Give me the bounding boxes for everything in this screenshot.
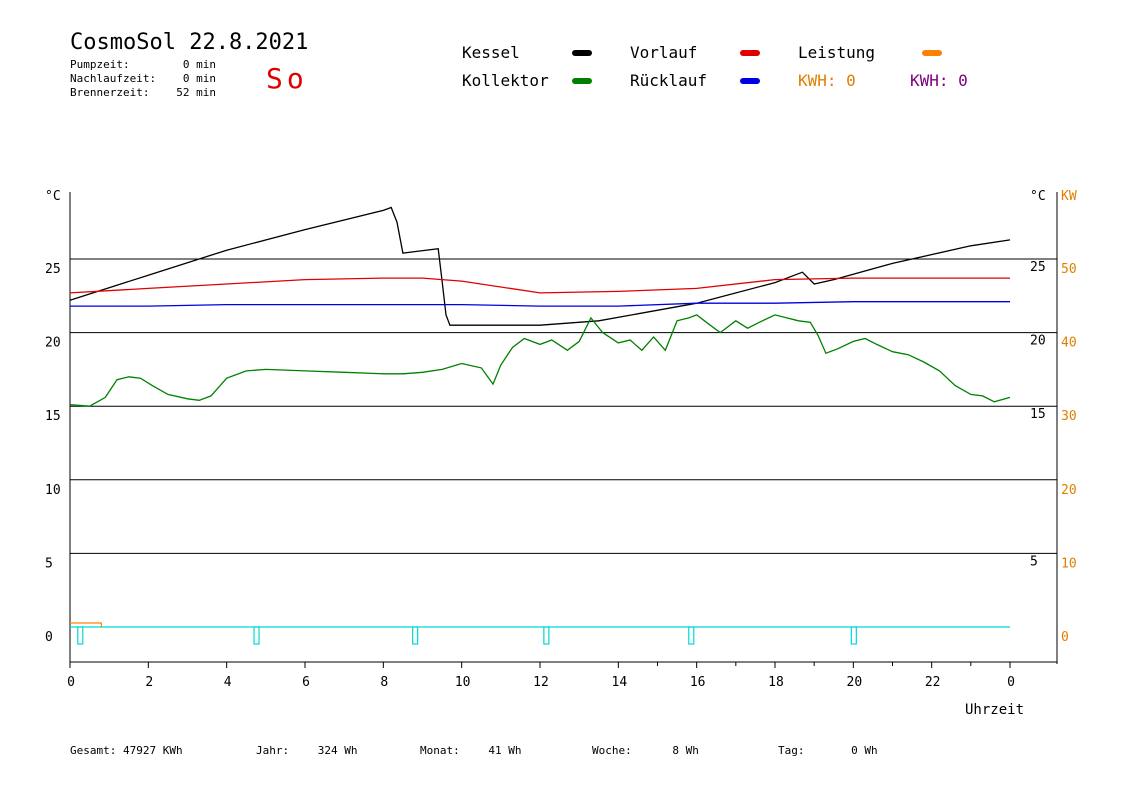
x-tick-label: 22 [925,675,941,690]
y-tick-label-kw: 50 [1061,262,1077,277]
page-title: CosmoSol 22.8.2021 [70,30,309,55]
series-line-kollektor [69,314,1011,407]
y-tick-label-left: 10 [45,483,61,498]
x-tick-label: 18 [768,675,784,690]
footer-jahr: Jahr: 324 Wh [256,744,358,757]
y-tick-label-left: 5 [45,556,53,571]
weekday-label: So [266,62,308,95]
footer-value: 8 Wh [672,744,699,757]
stat-label: Nachlaufzeit: [70,72,157,85]
footer-label: Gesamt: [70,744,117,757]
legend-vorlauf-label: Vorlauf [630,43,698,62]
x-tick-label: 4 [224,675,232,690]
legend-ruecklauf-label: Rücklauf [630,71,708,90]
x-tick-label: 0 [1007,675,1015,690]
kwh-orange-label: KWH: [798,71,837,90]
legend-kollektor-swatch [572,78,592,84]
kwh-purple: KWH: 0 [910,71,968,90]
x-tick-label: 8 [380,675,388,690]
footer-label: Woche: [592,744,632,757]
x-axis-label: Uhrzeit [965,702,1024,718]
footer-value: 324 Wh [317,744,358,757]
footer-value: 41 Wh [488,744,522,757]
series-line-rcklauf [70,301,1010,307]
legend-kollektor-label: Kollektor [462,71,549,90]
y-tick-label-kw: 40 [1061,336,1077,351]
footer-value: 47927 KWh [122,744,183,757]
y-tick-label-right: 25 [1030,260,1046,275]
stat-value: 0 min [182,72,216,85]
stat-value: 52 min [176,86,216,99]
pump-marker [688,626,695,645]
y-tick-label-kw: 20 [1061,483,1077,498]
x-tick-label: 6 [302,675,310,690]
y-tick-label-left: 20 [45,336,61,351]
leistung-blip [70,622,102,627]
pump-marker [253,626,260,645]
y-tick-label-left: 25 [45,262,61,277]
chart-grid [70,258,1057,554]
legend-kessel-swatch [572,50,592,56]
stat-label: Brennerzeit: [70,86,150,99]
footer-label: Tag: [778,744,805,757]
y-tick-label-right: 5 [1030,554,1038,569]
footer-gesamt: Gesamt: 47927 KWh [70,744,183,757]
chart-series [69,206,1011,645]
y-tick-label-kw: 10 [1061,556,1077,571]
series-line-kessel [69,206,1011,326]
x-tick-label: 2 [145,675,153,690]
x-tick-label: 10 [455,675,471,690]
footer-monat: Monat: 41 Wh [420,744,522,757]
footer-tag: Tag: 0 Wh [778,744,878,757]
kwh-orange: KWH: 0 [798,71,856,90]
legend-leistung-label: Leistung [798,43,876,62]
pump-marker [412,626,419,645]
legend-vorlauf-swatch [740,50,760,56]
y-tick-label-left: 0 [45,630,53,645]
y-tick-label-left: 15 [45,409,61,424]
legend-leistung-swatch [922,50,942,56]
footer-value: 0 Wh [851,744,878,757]
legend-ruecklauf-swatch [740,78,760,84]
x-tick-label: 20 [847,675,863,690]
stat-nachlaufzeit: Nachlaufzeit: 0 min [70,72,220,85]
y-axis-label-right-kw: KW [1061,189,1077,204]
x-tick-label: 14 [612,675,628,690]
footer-label: Monat: [420,744,460,757]
footer-woche: Woche: 8 Wh [592,744,699,757]
kwh-purple-value: 0 [958,71,968,90]
chart-tick-labels: 0 2 4 6 8 10 12 14 16 18 20 22 0 0 5 10 15 20 25 5 15 20 25 0 10… [45,260,1077,690]
stat-value: 0 min [182,58,216,71]
chart-axes [69,192,1058,668]
legend-kessel-label: Kessel [462,43,520,62]
y-tick-label-right: 20 [1030,334,1046,349]
y-tick-label-kw: 30 [1061,409,1077,424]
pump-marker [850,626,857,645]
pump-marker [543,626,550,645]
y-tick-label-right: 15 [1030,407,1046,422]
series-line-vorlauf [69,277,1010,294]
stat-label: Pumpzeit: [70,58,130,71]
stat-brennerzeit: Brennerzeit: 52 min [70,86,220,99]
x-tick-label: 16 [690,675,706,690]
pump-marker [77,626,84,645]
y-axis-label-left: °C [45,189,61,204]
x-tick-label: 12 [533,675,549,690]
y-tick-label-kw: 0 [1061,630,1069,645]
kwh-purple-label: KWH: [910,71,949,90]
footer-label: Jahr: [256,744,290,757]
stat-pumpzeit: Pumpzeit: 0 min [70,58,220,71]
x-tick-label: 0 [67,675,75,690]
kwh-orange-value: 0 [846,71,856,90]
y-axis-label-right: °C [1030,189,1046,204]
